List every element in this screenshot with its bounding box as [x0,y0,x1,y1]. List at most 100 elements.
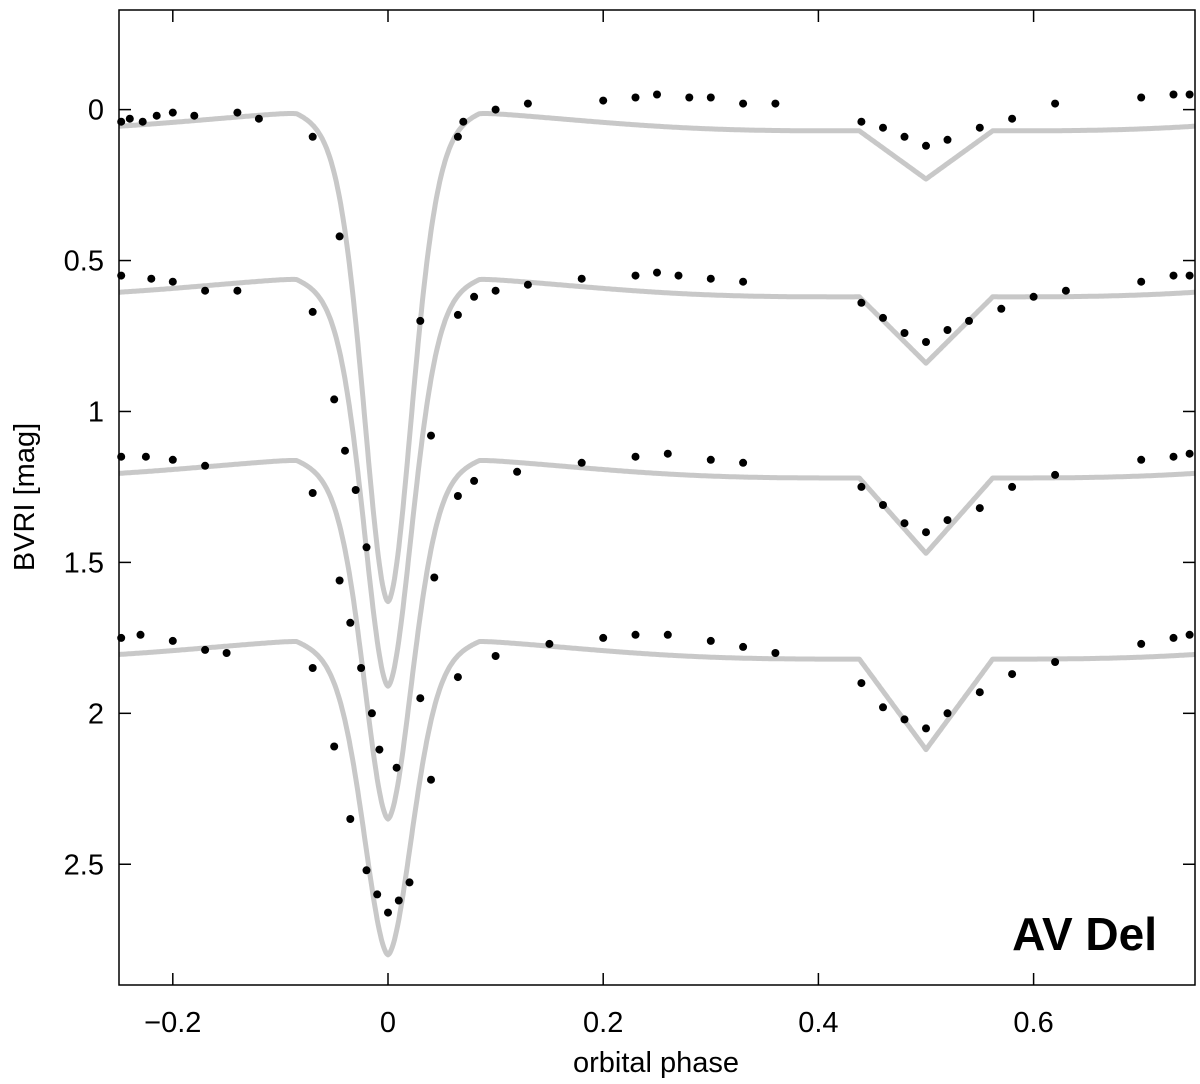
data-point [943,326,952,334]
data-point [141,452,150,461]
data-point [233,286,242,295]
data-point [168,455,177,464]
data-point [459,117,468,126]
data-point [631,93,640,102]
data-point [922,528,930,537]
data-point [1008,482,1017,491]
data-point [362,543,371,552]
x-tick-label: −0.2 [144,1007,201,1039]
data-point [491,105,500,114]
data-point [222,649,231,657]
x-tick-label: 0.4 [798,1007,838,1039]
data-point [1061,286,1070,295]
data-point [341,446,349,455]
data-point [739,277,748,286]
series-points-3 [117,449,1194,772]
data-point [943,135,952,144]
data-point [453,492,462,500]
data-point [491,286,500,295]
data-point [1029,292,1038,301]
data-point [427,775,435,784]
data-point [922,141,930,150]
y-tick-label: 2 [88,698,104,730]
data-point [663,449,672,458]
data-point [392,763,401,772]
data-point [771,99,780,108]
data-point [125,114,134,123]
data-point [453,310,462,319]
y-tick-label: 0 [88,95,104,127]
star-name-annotation: AV Del [1012,908,1157,960]
data-point [168,108,177,117]
observation-points [117,90,1194,917]
data-point [430,573,439,582]
plot-area [119,10,1195,985]
data-point [1169,633,1178,642]
data-point [308,664,317,672]
data-point [1169,452,1178,461]
data-point [138,117,147,126]
data-point [975,123,984,132]
data-point [470,292,479,301]
data-point [653,90,661,99]
model-curve-3 [117,458,1197,822]
data-point [771,649,780,657]
data-point [706,455,715,464]
data-point [405,878,414,887]
data-point [513,467,522,476]
data-point [997,304,1006,313]
data-point [1169,90,1178,99]
data-point [453,132,462,141]
data-point [1051,99,1060,108]
data-point [857,482,866,491]
data-point [739,99,748,108]
model-curve-4 [117,639,1197,958]
x-axis-title: orbital phase [573,1047,739,1079]
data-point [136,630,145,639]
data-point [1185,90,1194,99]
axes-frame [118,9,1196,986]
data-point [1008,114,1017,123]
data-point [1185,630,1194,639]
data-point [857,679,866,688]
data-point [254,114,263,123]
data-point [335,576,344,585]
data-point [491,652,500,660]
x-tick-label: 0 [380,1007,396,1039]
data-point [739,642,748,651]
data-point [416,316,425,325]
data-point [857,298,866,307]
data-point [190,111,199,120]
data-point [346,618,355,627]
data-point [373,890,382,899]
data-point [394,896,403,905]
data-point [375,745,384,754]
data-point [631,452,640,461]
model-curves [117,111,1197,958]
data-point [900,132,909,141]
data-point [1008,670,1017,679]
data-point [577,274,586,283]
data-point [922,338,930,346]
y-tick-label: 0.5 [64,246,104,278]
data-point [367,709,376,718]
data-point [201,286,210,295]
data-point [308,307,317,316]
model-curve-2 [117,276,1197,689]
y-tick-label: 1.5 [64,547,104,579]
data-point [577,458,586,467]
data-point [1137,455,1146,464]
data-point [631,630,640,639]
data-point [1137,639,1146,648]
data-point [706,93,715,102]
data-point [965,316,973,325]
data-point [1137,93,1146,102]
data-point [416,694,425,703]
y-tick-label: 2.5 [64,849,104,881]
data-point [975,688,984,697]
data-point [706,636,715,645]
data-point [900,329,909,337]
data-point [152,111,161,120]
data-point [330,742,339,751]
